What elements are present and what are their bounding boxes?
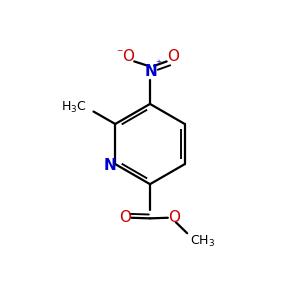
Text: N: N <box>145 64 158 79</box>
Text: O: O <box>167 50 179 64</box>
Text: CH$_3$: CH$_3$ <box>190 234 215 249</box>
Text: $^{+}$: $^{+}$ <box>154 60 162 70</box>
Text: N: N <box>103 158 116 173</box>
Text: O: O <box>122 50 134 64</box>
Text: O: O <box>168 210 180 225</box>
Text: H$_3$C: H$_3$C <box>61 100 87 115</box>
Text: $^{-}$: $^{-}$ <box>116 48 123 59</box>
Text: O: O <box>119 210 131 225</box>
